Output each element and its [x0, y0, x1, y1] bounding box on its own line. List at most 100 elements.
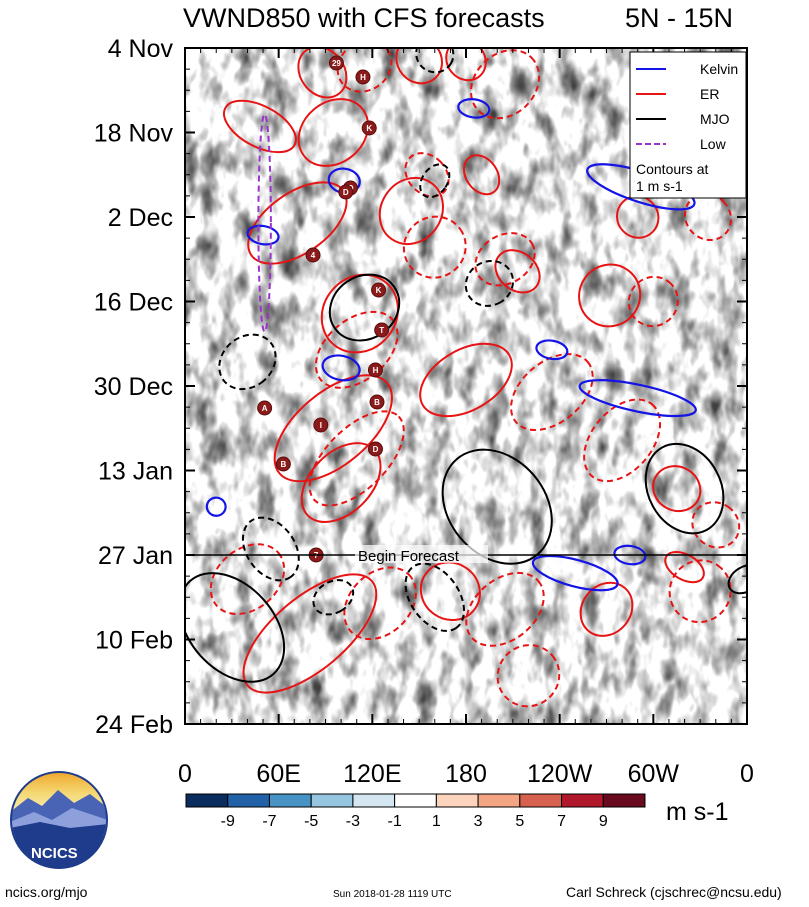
footer-url[interactable]: ncics.org/mjo: [5, 884, 88, 900]
legend-note-1: Contours at: [636, 161, 708, 177]
storm-marker-label: 29: [332, 59, 341, 68]
er-contour: [494, 249, 541, 294]
er-contour: [320, 273, 399, 354]
storm-marker-label: 4: [311, 251, 316, 260]
storm-marker: [257, 400, 273, 416]
storm-marker-label: H: [373, 366, 379, 375]
low-contour: [257, 113, 272, 333]
footer-timestamp: Sun 2018-01-28 1119 UTC: [333, 889, 452, 900]
er-contour: [578, 263, 642, 328]
kelvin-contour: [457, 98, 491, 119]
storm-marker: [367, 441, 383, 457]
colorbar-swatch: [435, 793, 479, 808]
x-tick-label: 180: [445, 760, 487, 788]
colorbar-swatch: [561, 793, 604, 808]
storm-marker-label: B: [280, 460, 286, 469]
storm-marker-label: K: [376, 286, 382, 295]
colorbar-swatch: [185, 793, 229, 808]
logo-text: NCICS: [31, 845, 78, 862]
x-tick-label: 60E: [256, 760, 300, 788]
colorbar-tick-label: -1: [388, 813, 402, 830]
er-contour: [496, 644, 561, 708]
x-tick-label: 60W: [628, 760, 680, 788]
colorbar: -9 -7 -5 -3 -1 1 3 5 7 9: [185, 793, 646, 830]
legend-kelvin-label: Kelvin: [700, 61, 738, 77]
colorbar-swatch: [602, 793, 646, 808]
er-contour: [510, 353, 594, 431]
colorbar-tick-label: -9: [221, 813, 235, 830]
storm-marker-label: I: [320, 421, 322, 430]
er-contour: [627, 275, 679, 328]
er-contour: [223, 99, 297, 154]
mjo-contour: [241, 516, 300, 582]
forecast-label-bg: [355, 545, 488, 563]
ncics-logo: NCICS: [10, 771, 108, 869]
er-contour: [273, 374, 393, 483]
er-contour: [462, 154, 501, 196]
colorbar-tick-label: -7: [262, 813, 276, 830]
colorbar-tick-label: 5: [515, 813, 524, 830]
y-tick-label: 4 Nov: [108, 35, 174, 63]
er-contour: [691, 501, 741, 549]
colorbar-tick-label: -5: [304, 813, 318, 830]
colorbar-tick-label: 1: [432, 813, 441, 830]
mjo-contour: [404, 562, 465, 632]
er-contour: [668, 559, 732, 624]
y-tick-label: 2 Dec: [108, 204, 173, 232]
storm-marker: [328, 55, 344, 71]
er-contour: [683, 192, 732, 242]
legend-box: [629, 51, 747, 199]
legend: Kelvin ER MJO Low Contours at 1 m s-1: [629, 51, 747, 199]
er-contour: [378, 176, 444, 245]
x-tick-label: 0: [740, 760, 754, 788]
y-tick-label: 30 Dec: [94, 373, 173, 401]
colorbar-tick-label: 9: [599, 813, 608, 830]
colorbar-swatch: [227, 793, 270, 808]
er-contour: [664, 550, 705, 584]
y-tick-label: 27 Jan: [98, 542, 173, 570]
storm-marker: [305, 247, 321, 263]
colorbar-swatch: [519, 793, 563, 808]
storm-marker: [361, 120, 377, 136]
storm-marker: [369, 394, 385, 410]
kelvin-contour: [321, 354, 361, 382]
er-contour: [616, 195, 660, 239]
er-contour: [419, 342, 513, 418]
storm-marker: [374, 322, 390, 338]
mjo-contour: [312, 579, 355, 616]
mjo-contour: [644, 442, 725, 535]
axes: 4 Nov 18 Nov 2 Dec 16 Dec 30 Dec 13 Jan 27 Jan…: [94, 35, 754, 788]
storm-marker: [275, 456, 291, 472]
storm-marker-label: T: [379, 326, 384, 335]
storm-marker-label: D: [343, 188, 349, 197]
colorbar-swatch: [394, 793, 437, 808]
legend-er-label: ER: [700, 86, 719, 102]
storm-marker-label: B: [374, 398, 380, 407]
colorbar-units: m s-1: [666, 798, 729, 826]
storm-marker-label: H: [360, 73, 366, 82]
er-contour: [652, 465, 702, 513]
mjo-contour: [464, 259, 515, 307]
storm-marker: [355, 69, 371, 85]
mjo-contour: [419, 163, 451, 199]
colorbar-swatch: [310, 793, 354, 808]
x-tick-label: 0: [178, 760, 192, 788]
storm-marker: [371, 282, 387, 298]
kelvin-contour: [578, 379, 697, 418]
mjo-contour: [218, 333, 277, 391]
mjo-contour: [415, 48, 455, 74]
legend-note-2: 1 m s-1: [636, 178, 683, 194]
kelvin-contour: [205, 496, 227, 517]
er-contour: [343, 566, 417, 641]
chart-region: 5N - 15N: [625, 3, 733, 33]
er-contour: [583, 398, 662, 483]
er-contour: [297, 98, 369, 167]
er-contour: [470, 49, 541, 120]
storm-marker-label: A: [262, 404, 268, 413]
colorbar-swatch: [352, 793, 396, 808]
legend-low-label: Low: [700, 136, 727, 152]
er-contour: [419, 561, 481, 622]
er-contour: [404, 152, 450, 198]
kelvin-contour: [535, 339, 569, 361]
storm-marker-label: D: [373, 445, 379, 454]
